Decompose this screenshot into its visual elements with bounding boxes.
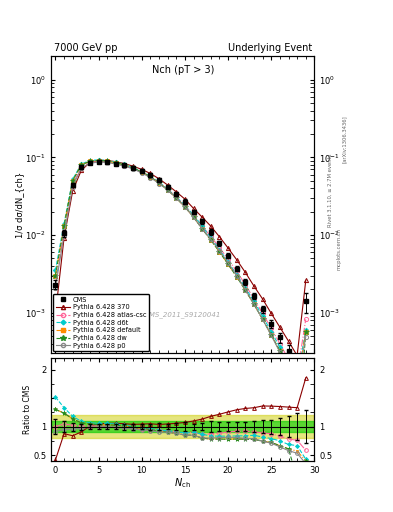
Text: mcplots.cern.ch: mcplots.cern.ch <box>336 228 341 270</box>
Text: Rivet 3.1.10, ≥ 2.7M events: Rivet 3.1.10, ≥ 2.7M events <box>328 153 333 227</box>
X-axis label: $N_\mathrm{ch}$: $N_\mathrm{ch}$ <box>174 476 191 490</box>
Bar <box>51 421 314 432</box>
Y-axis label: Ratio to CMS: Ratio to CMS <box>23 385 32 434</box>
Bar <box>51 415 314 438</box>
Y-axis label: 1/σ dσ/dN_{ch}: 1/σ dσ/dN_{ch} <box>15 172 24 238</box>
Text: 7000 GeV pp: 7000 GeV pp <box>54 44 117 53</box>
Text: Nch (pT > 3): Nch (pT > 3) <box>152 65 214 75</box>
Legend: CMS, Pythia 6.428 370, Pythia 6.428 atlas-csc, Pythia 6.428 d6t, Pythia 6.428 de: CMS, Pythia 6.428 370, Pythia 6.428 atla… <box>53 294 149 351</box>
Text: CMS_2011_S9120041: CMS_2011_S9120041 <box>145 311 221 318</box>
Text: Underlying Event: Underlying Event <box>228 44 312 53</box>
Text: [arXiv:1306.3436]: [arXiv:1306.3436] <box>342 116 347 163</box>
